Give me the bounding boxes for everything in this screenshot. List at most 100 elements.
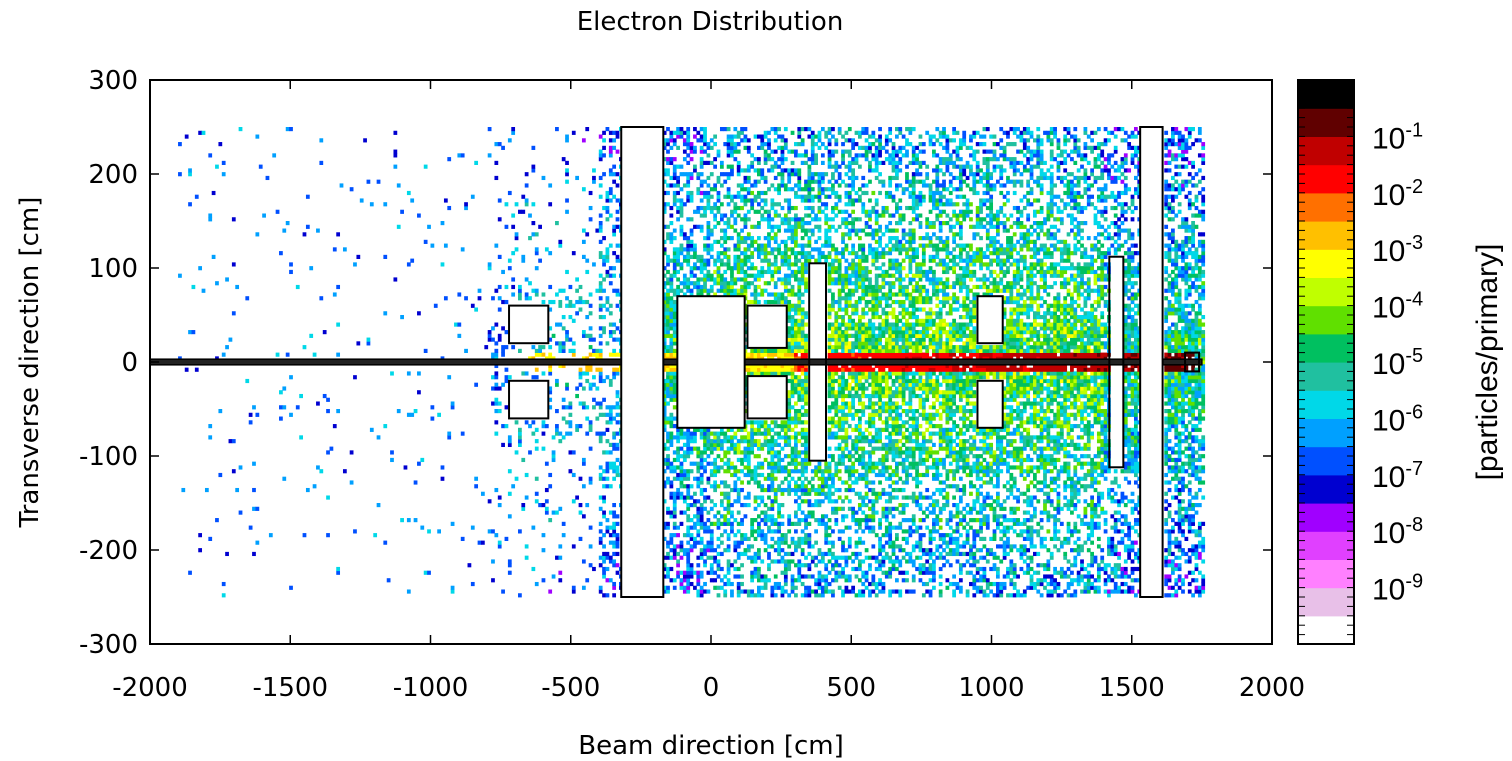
heatmap-cell — [834, 412, 839, 417]
heatmap-cell — [709, 160, 714, 165]
heatmap-cell — [662, 322, 667, 327]
heatmap-cell — [888, 390, 893, 395]
heatmap-cell — [339, 183, 344, 188]
heatmap-cell — [716, 258, 721, 263]
heatmap-cell — [410, 258, 415, 263]
heatmap-cell — [733, 442, 738, 447]
heatmap-cell — [888, 337, 893, 342]
heatmap-cell — [868, 198, 872, 203]
heatmap-cell — [847, 299, 852, 305]
heatmap-cell — [534, 348, 539, 353]
heatmap-cell — [568, 424, 573, 429]
heatmap-cell — [804, 536, 808, 541]
heatmap-cell — [804, 221, 808, 226]
heatmap-cell — [733, 247, 738, 252]
heatmap-cell — [868, 217, 872, 222]
heatmap-cell — [871, 435, 876, 440]
heatmap-cell — [857, 247, 862, 252]
heatmap-cell — [679, 521, 684, 526]
heatmap-cell — [723, 548, 728, 553]
heatmap-cell — [787, 409, 792, 414]
heatmap-cell — [864, 258, 869, 263]
heatmap-cell — [602, 397, 606, 402]
heatmap-cell — [585, 416, 590, 421]
heatmap-cell — [834, 164, 839, 169]
heatmap-cell — [733, 574, 738, 579]
heatmap-cell — [827, 472, 832, 478]
heatmap-cell — [666, 315, 670, 320]
heatmap-cell — [783, 243, 788, 248]
heatmap-cell — [864, 266, 869, 271]
heatmap-cell — [353, 375, 357, 380]
heatmap-cell — [693, 514, 697, 519]
heatmap-cell — [800, 326, 805, 331]
heatmap-cell — [760, 536, 765, 541]
heatmap-cell — [696, 190, 701, 196]
heatmap-cell — [662, 179, 667, 184]
heatmap-cell — [480, 540, 485, 545]
heatmap-cell — [787, 412, 792, 417]
heatmap-cell — [696, 480, 701, 485]
heatmap-cell — [669, 303, 674, 308]
heatmap-cell — [797, 382, 802, 387]
heatmap-cell — [736, 487, 741, 493]
heatmap-cell — [797, 476, 802, 481]
heatmap-cell — [841, 363, 845, 369]
heatmap-cell — [790, 420, 795, 425]
heatmap-cell — [666, 393, 670, 399]
heatmap-cell — [470, 194, 475, 199]
heatmap-cell — [763, 585, 768, 590]
heatmap-cell — [757, 503, 761, 508]
heatmap-cell — [773, 487, 778, 493]
heatmap-cell — [854, 337, 859, 342]
heatmap-cell — [679, 281, 684, 286]
heatmap-cell — [874, 209, 879, 214]
heatmap-cell — [851, 514, 856, 519]
heatmap-cell — [767, 465, 771, 470]
heatmap-cell — [588, 525, 593, 530]
heatmap-cell — [669, 311, 674, 316]
heatmap-cell — [878, 179, 882, 184]
heatmap-cell — [874, 491, 879, 496]
heatmap-cell — [693, 127, 697, 132]
heatmap-cell — [773, 232, 778, 237]
heatmap-cell — [857, 589, 862, 594]
heatmap-cell — [864, 326, 869, 331]
heatmap-cell — [794, 401, 798, 406]
heatmap-cell — [615, 536, 620, 541]
heatmap-cell — [666, 521, 670, 526]
heatmap-cell — [800, 153, 805, 158]
heatmap-cell — [719, 273, 724, 278]
heatmap-cell — [686, 198, 691, 203]
heatmap-cell — [746, 198, 751, 203]
heatmap-cell — [662, 525, 667, 530]
heatmap-cell — [733, 145, 738, 150]
heatmap-cell — [608, 138, 613, 143]
heatmap-cell — [524, 371, 529, 376]
heatmap-cell — [413, 518, 418, 523]
heatmap-cell — [699, 431, 704, 436]
heatmap-cell — [494, 322, 499, 327]
heatmap-cell — [598, 439, 603, 444]
heatmap-cell — [598, 341, 603, 346]
heatmap-cell — [851, 326, 856, 331]
heatmap-cell — [746, 555, 751, 560]
heatmap-cell — [851, 175, 856, 181]
heatmap-cell — [746, 589, 751, 594]
heatmap-cell — [544, 487, 549, 493]
heatmap-cell — [807, 491, 812, 496]
heatmap-cell — [696, 465, 701, 470]
heatmap-cell — [787, 420, 792, 425]
heatmap-cell — [568, 431, 573, 436]
heatmap-cell — [760, 465, 765, 470]
heatmap-cell — [844, 578, 849, 583]
heatmap-cell — [800, 315, 805, 320]
heatmap-cell — [592, 382, 596, 387]
heatmap-cell — [810, 205, 815, 211]
heatmap-cell — [706, 525, 711, 530]
heatmap-cell — [531, 288, 536, 293]
heatmap-cell — [672, 533, 677, 538]
heatmap-cell — [871, 491, 876, 496]
heatmap-cell — [507, 439, 512, 444]
heatmap-cell — [794, 585, 798, 590]
